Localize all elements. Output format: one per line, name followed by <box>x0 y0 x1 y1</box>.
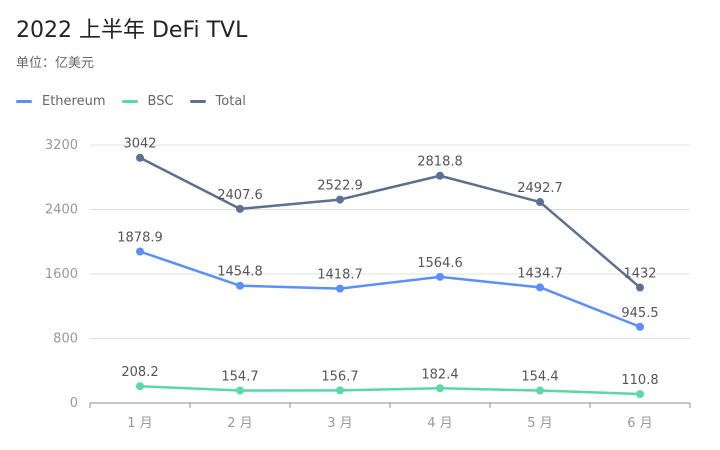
data-label-ethereum-2: 1418.7 <box>317 268 363 283</box>
data-label-ethereum-1: 1454.8 <box>217 265 263 280</box>
legend-label-bsc: BSC <box>147 94 174 109</box>
x-tick-label-2: 3 月 <box>327 416 352 431</box>
x-tick-label-1: 2 月 <box>227 416 252 431</box>
point-bsc-0 <box>136 382 144 391</box>
x-tick-label-4: 5 月 <box>527 416 552 431</box>
point-total-4 <box>536 198 544 207</box>
data-label-bsc-5: 110.8 <box>621 373 658 388</box>
x-tick-label-0: 1 月 <box>127 416 152 431</box>
point-total-0 <box>136 153 144 162</box>
point-ethereum-4 <box>536 283 544 292</box>
point-total-2 <box>336 195 344 204</box>
data-label-total-1: 2407.6 <box>217 188 263 203</box>
legend-swatch-bsc <box>121 100 138 103</box>
data-label-ethereum-4: 1434.7 <box>517 266 563 281</box>
data-label-total-3: 2818.8 <box>417 155 463 170</box>
point-ethereum-1 <box>236 281 244 290</box>
chart-title: 2022 上半年 DeFi TVL <box>16 18 248 43</box>
series-line-total <box>139 156 641 289</box>
y-tick-label-2: 1600 <box>45 267 78 282</box>
point-bsc-4 <box>536 386 544 395</box>
legend-label-total: Total <box>215 94 246 109</box>
y-tick-label-3: 2400 <box>45 203 78 218</box>
point-total-5 <box>636 283 644 292</box>
x-tick-label-5: 6 月 <box>627 416 652 431</box>
point-bsc-3 <box>436 384 444 393</box>
data-label-total-0: 3042 <box>123 137 156 152</box>
y-tick-label-1: 800 <box>53 332 78 347</box>
legend-swatch-total <box>189 100 206 103</box>
legend: Ethereum BSC Total <box>16 94 246 109</box>
data-label-total-2: 2522.9 <box>317 179 363 194</box>
data-label-bsc-1: 154.7 <box>221 370 258 385</box>
data-label-bsc-2: 156.7 <box>321 369 358 384</box>
unit-label: 单位：亿美元 <box>16 56 95 71</box>
data-label-bsc-3: 182.4 <box>421 367 458 382</box>
series-line-bsc <box>139 384 641 396</box>
x-tick-label-3: 4 月 <box>427 416 452 431</box>
series-line-ethereum <box>139 250 641 328</box>
legend-item-bsc[interactable]: BSC <box>121 94 174 109</box>
y-tick-label-0: 0 <box>70 396 78 411</box>
point-total-3 <box>436 171 444 180</box>
data-label-total-5: 1432 <box>623 267 656 282</box>
point-ethereum-2 <box>336 284 344 293</box>
data-label-ethereum-0: 1878.9 <box>117 231 163 246</box>
data-label-bsc-0: 208.2 <box>121 365 158 380</box>
legend-item-ethereum[interactable]: Ethereum <box>16 94 106 109</box>
point-bsc-2 <box>336 386 344 395</box>
y-tick-label-4: 3200 <box>45 138 78 153</box>
data-label-ethereum-3: 1564.6 <box>417 256 463 271</box>
legend-swatch-ethereum <box>16 100 32 103</box>
point-ethereum-3 <box>436 272 444 281</box>
data-label-bsc-4: 154.4 <box>521 370 558 385</box>
point-ethereum-5 <box>636 322 644 331</box>
point-bsc-5 <box>636 390 644 399</box>
legend-item-total[interactable]: Total <box>189 94 246 109</box>
point-total-1 <box>236 204 244 213</box>
point-bsc-1 <box>236 386 244 395</box>
legend-label-ethereum: Ethereum <box>42 94 106 109</box>
point-ethereum-0 <box>136 247 144 256</box>
data-label-total-4: 2492.7 <box>517 181 563 196</box>
data-label-ethereum-5: 945.5 <box>621 306 658 321</box>
